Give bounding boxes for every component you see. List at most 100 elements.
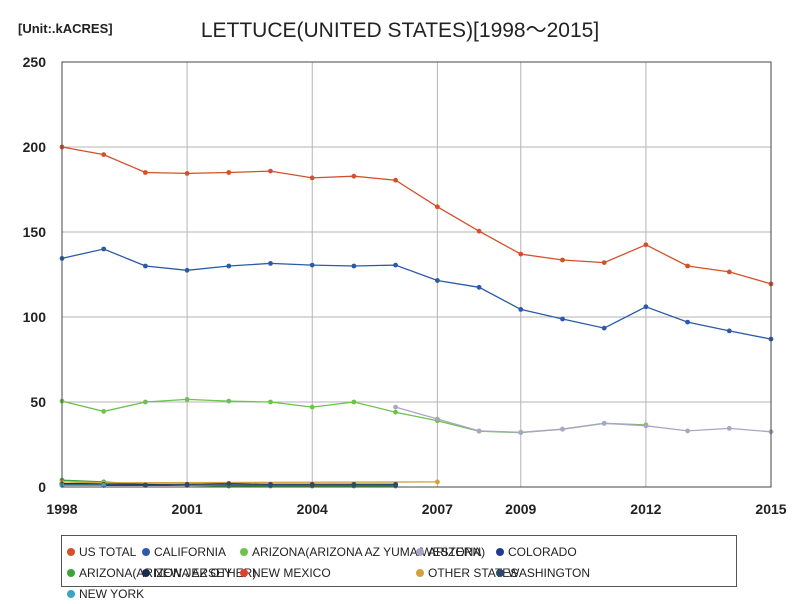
data-point [268, 482, 273, 487]
legend-marker [240, 568, 248, 577]
series-line [395, 406, 772, 433]
legend-item: WASHINGTON [496, 562, 610, 583]
data-point [643, 242, 649, 248]
y-tick-label: 250 [23, 54, 47, 70]
data-point [101, 409, 107, 414]
legend-item: ARIZONA(ARIZONA AZ YUMA/WESTERN) [240, 541, 485, 562]
data-point [643, 304, 649, 310]
data-point [393, 404, 398, 410]
data-point [435, 416, 440, 422]
data-point [476, 428, 482, 434]
x-tick-label: 2015 [755, 501, 786, 517]
data-point [393, 409, 398, 415]
data-point [143, 170, 148, 175]
legend-item: ARIZONA(ARIZONA AZ OTHER) [67, 562, 256, 583]
legend-marker [67, 568, 75, 577]
legend-marker [142, 568, 150, 577]
data-point [518, 429, 524, 435]
chart-title: LETTUCE(UNITED STATES)[1998～2015] [200, 19, 600, 42]
legend-marker [67, 547, 75, 556]
data-point [143, 399, 148, 405]
legend-label: WASHINGTON [508, 565, 591, 580]
data-point [101, 152, 107, 158]
data-point [226, 170, 232, 175]
unit-label: [Unit:.kACRES] [18, 21, 113, 36]
legend-label: ARIZONA(ARIZONA AZ YUMA/WESTERN) [252, 544, 486, 559]
legend-marker [240, 547, 248, 556]
legend-marker [416, 568, 424, 577]
legend-label: NEW MEXICO [252, 565, 331, 580]
data-point [435, 479, 440, 485]
data-point [643, 423, 649, 429]
data-point [560, 257, 565, 263]
legend-item: OTHER STATES [416, 562, 518, 583]
legend: US TOTAL CALIFORNIA ARIZONA(ARIZONA AZ YUM… [61, 535, 737, 601]
data-point [560, 316, 565, 322]
data-point [309, 482, 315, 487]
legend-item: COLORADO [496, 541, 610, 562]
data-point [726, 426, 732, 431]
legend-label: ARIZONA(ARIZONA AZ OTHER) [79, 565, 257, 580]
data-point [268, 399, 273, 405]
data-point [601, 420, 607, 426]
legend-item: NEW MEXICO [240, 562, 416, 583]
data-point [685, 319, 690, 325]
series-1 [59, 246, 774, 342]
data-point [184, 482, 190, 487]
data-point [351, 482, 357, 487]
series-line [61, 481, 438, 484]
data-point [268, 261, 273, 266]
grid-lines [61, 61, 772, 488]
data-point [226, 263, 232, 269]
y-tick-label: 150 [23, 224, 47, 240]
data-point [518, 251, 524, 257]
legend-item: NEW JERSEY [142, 562, 240, 583]
data-point [101, 246, 107, 252]
x-tick-label: 2007 [422, 501, 453, 517]
data-point [518, 307, 524, 312]
plot-frame [61, 61, 772, 488]
series-3 [393, 404, 774, 435]
series-line [61, 146, 772, 285]
data-point [726, 269, 732, 275]
legend-label: ARIZONA [428, 544, 482, 559]
data-point [143, 263, 148, 269]
legend-label: CALIFORNIA [154, 544, 227, 559]
series-0 [59, 144, 774, 287]
data-point [560, 426, 565, 432]
data-point [184, 267, 190, 273]
legend-label: US TOTAL [79, 544, 137, 559]
data-point [476, 284, 482, 290]
legend-label: NEW YORK [79, 586, 145, 601]
data-point [309, 404, 315, 410]
chart-plot: 0 50 100 150 200 250 1998 2001 2004 2007 2009 2012 2… [23, 54, 787, 517]
data-point [393, 262, 398, 268]
legend-item: CALIFORNIA [142, 541, 240, 562]
data-point [435, 278, 440, 283]
data-point [351, 399, 357, 405]
data-point [435, 204, 440, 210]
legend-marker [496, 568, 504, 577]
data-point [393, 177, 398, 183]
y-tick-label: 0 [38, 479, 46, 495]
legend-label: OTHER STATES [428, 565, 519, 580]
data-point [226, 398, 232, 404]
legend-marker [496, 547, 504, 556]
data-point [685, 263, 690, 269]
data-point [685, 428, 690, 434]
y-tick-label: 50 [30, 394, 46, 410]
x-tick-label: 1998 [46, 501, 77, 517]
data-point [309, 175, 315, 181]
legend-item: NEW YORK [67, 583, 145, 604]
data-point [309, 262, 315, 268]
legend-item: ARIZONA [416, 541, 496, 562]
x-tick-label: 2004 [297, 501, 328, 517]
x-tick-label: 2001 [172, 501, 203, 517]
data-point [726, 328, 732, 334]
data-point [226, 481, 232, 486]
data-point [184, 171, 190, 176]
data-point [601, 260, 607, 265]
series-line [61, 248, 772, 340]
data-point [268, 168, 273, 174]
data-point [393, 482, 398, 487]
